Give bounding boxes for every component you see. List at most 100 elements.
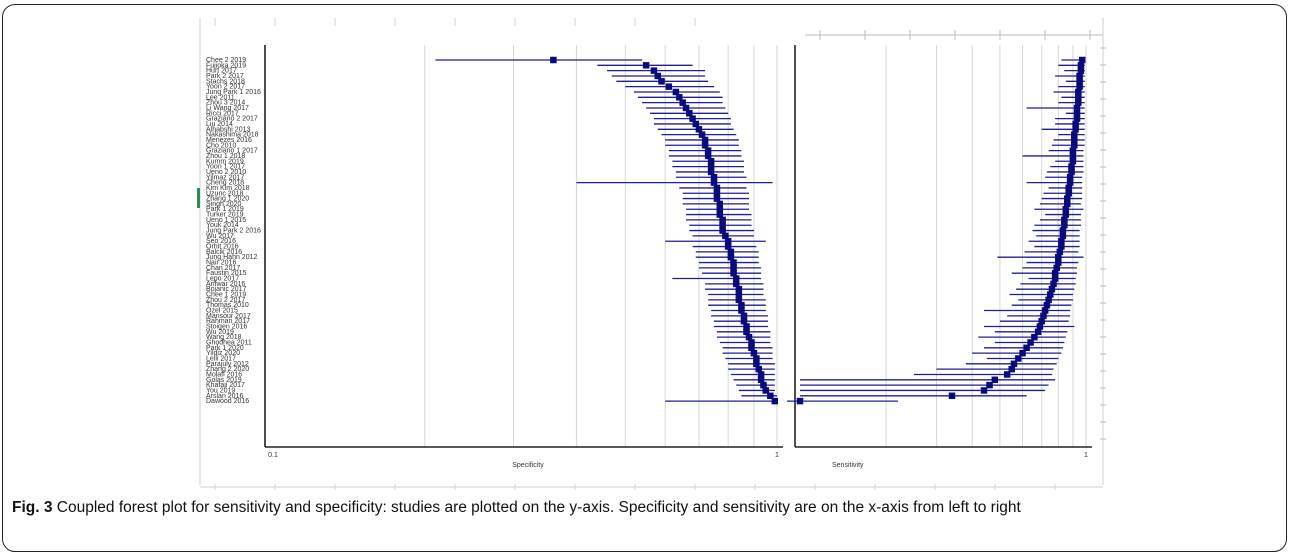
estimate-marker xyxy=(1069,158,1077,165)
study-label: Graziano 1 2017 xyxy=(206,148,258,155)
estimate-marker xyxy=(692,120,700,128)
estimate-marker xyxy=(1058,243,1065,250)
estimate-marker xyxy=(771,397,779,405)
estimate-marker xyxy=(686,110,693,117)
figure-label: Fig. 3 xyxy=(12,499,53,516)
study-label: Wu 2017 xyxy=(206,233,234,240)
estimate-marker xyxy=(750,349,758,357)
estimate-marker xyxy=(748,339,755,346)
estimate-marker xyxy=(1065,184,1072,192)
estimate-marker xyxy=(1027,339,1034,346)
study-label: Faustin 2015 xyxy=(206,270,247,277)
estimate-marker xyxy=(745,333,753,341)
study-label: Park 1 2019 xyxy=(206,206,244,213)
estimate-marker xyxy=(654,72,662,80)
estimate-marker xyxy=(732,275,740,282)
estimate-marker xyxy=(748,344,755,352)
study-label: Wang 2018 xyxy=(206,334,242,341)
study-label: Arslan 2016 xyxy=(206,393,243,400)
study-label: Fujioka 2019 xyxy=(206,62,246,69)
study-label: Golas 2019 xyxy=(206,377,242,384)
study-label: Orhit 2016 xyxy=(206,244,239,251)
x-axis-title: Sensitivity xyxy=(832,462,864,469)
estimate-marker xyxy=(719,227,726,234)
estimate-marker xyxy=(704,147,712,154)
estimate-marker xyxy=(1071,131,1078,138)
estimate-marker xyxy=(1071,136,1078,144)
study-label: Graziano 2 2017 xyxy=(206,116,258,123)
study-label: Alhabshi 2013 xyxy=(206,126,250,133)
study-label: Jung Park 1 2016 xyxy=(206,89,261,96)
study-label: Thomas 2010 xyxy=(206,302,249,309)
study-label: Khafaji 2017 xyxy=(206,382,245,389)
estimate-marker xyxy=(1061,221,1068,229)
estimate-marker xyxy=(1062,211,1070,218)
estimate-marker xyxy=(753,355,760,362)
estimate-marker xyxy=(1053,264,1060,272)
estimate-marker xyxy=(740,317,748,325)
estimate-marker xyxy=(1073,115,1081,122)
estimate-marker xyxy=(727,248,735,256)
estimate-marker xyxy=(1069,147,1077,154)
estimate-marker xyxy=(724,243,732,250)
estimate-marker xyxy=(735,285,743,293)
study-label: Jung Hahn 2012 xyxy=(206,254,257,261)
study-label: Ozel 2015 xyxy=(206,308,238,315)
estimate-marker xyxy=(796,397,804,405)
estimate-marker xyxy=(1066,174,1074,181)
study-label: Singh 2020 xyxy=(206,201,242,208)
estimate-marker xyxy=(642,62,650,69)
study-label: Zhang 2 2020 xyxy=(206,366,249,373)
estimate-marker xyxy=(716,211,724,218)
estimate-marker xyxy=(1069,152,1077,160)
estimate-marker xyxy=(1010,360,1018,368)
estimate-marker xyxy=(735,296,743,304)
study-label: Ueno 2 2010 xyxy=(206,169,246,176)
estimate-marker xyxy=(762,387,770,394)
estimate-marker xyxy=(743,328,750,336)
estimate-marker xyxy=(1065,190,1072,197)
estimate-marker xyxy=(730,269,737,277)
x-tick-label: 1 xyxy=(1084,452,1088,459)
estimate-marker xyxy=(767,392,774,400)
estimate-marker xyxy=(1051,275,1059,282)
estimate-marker xyxy=(1076,72,1083,80)
study-label: Arifwar 2016 xyxy=(206,281,245,288)
estimate-marker xyxy=(727,253,735,261)
study-label: Mansour 2017 xyxy=(206,313,251,320)
estimate-marker xyxy=(713,190,721,197)
estimate-marker xyxy=(1068,168,1075,176)
study-label: Dawood 2016 xyxy=(206,398,249,405)
estimate-marker xyxy=(1073,110,1081,117)
estimate-marker xyxy=(980,387,988,394)
estimate-marker xyxy=(679,99,686,106)
study-label: Li Wang 2017 xyxy=(206,105,249,112)
estimate-marker xyxy=(1038,317,1045,325)
estimate-marker xyxy=(1041,307,1049,314)
estimate-marker xyxy=(650,67,658,74)
estimate-marker xyxy=(1036,323,1044,330)
estimate-marker xyxy=(991,376,999,384)
estimate-marker xyxy=(710,174,718,181)
estimate-marker xyxy=(738,301,745,309)
study-label: Uzunc 2018 xyxy=(206,190,243,197)
estimate-marker xyxy=(701,142,709,149)
study-label: Ricci 2017 xyxy=(206,110,239,117)
estimate-marker xyxy=(658,78,665,85)
estimate-marker xyxy=(719,221,726,229)
estimate-marker xyxy=(716,205,724,213)
figure-caption: Fig. 3 Coupled forest plot for sensitivi… xyxy=(12,497,1274,518)
study-label: Kumm 2019 xyxy=(206,158,244,165)
estimate-marker xyxy=(1076,78,1083,85)
estimate-marker xyxy=(738,307,745,314)
estimate-marker xyxy=(1077,62,1085,69)
estimate-marker xyxy=(719,216,726,224)
estimate-marker xyxy=(1078,56,1086,64)
study-label: Turker 2019 xyxy=(206,212,244,219)
estimate-marker xyxy=(1047,291,1054,298)
estimate-marker xyxy=(1064,195,1071,202)
study-label: Nakashima 2018 xyxy=(206,132,259,139)
estimate-marker xyxy=(1072,120,1079,128)
study-label: Lee 2011 xyxy=(206,94,235,101)
estimate-marker xyxy=(698,131,706,138)
